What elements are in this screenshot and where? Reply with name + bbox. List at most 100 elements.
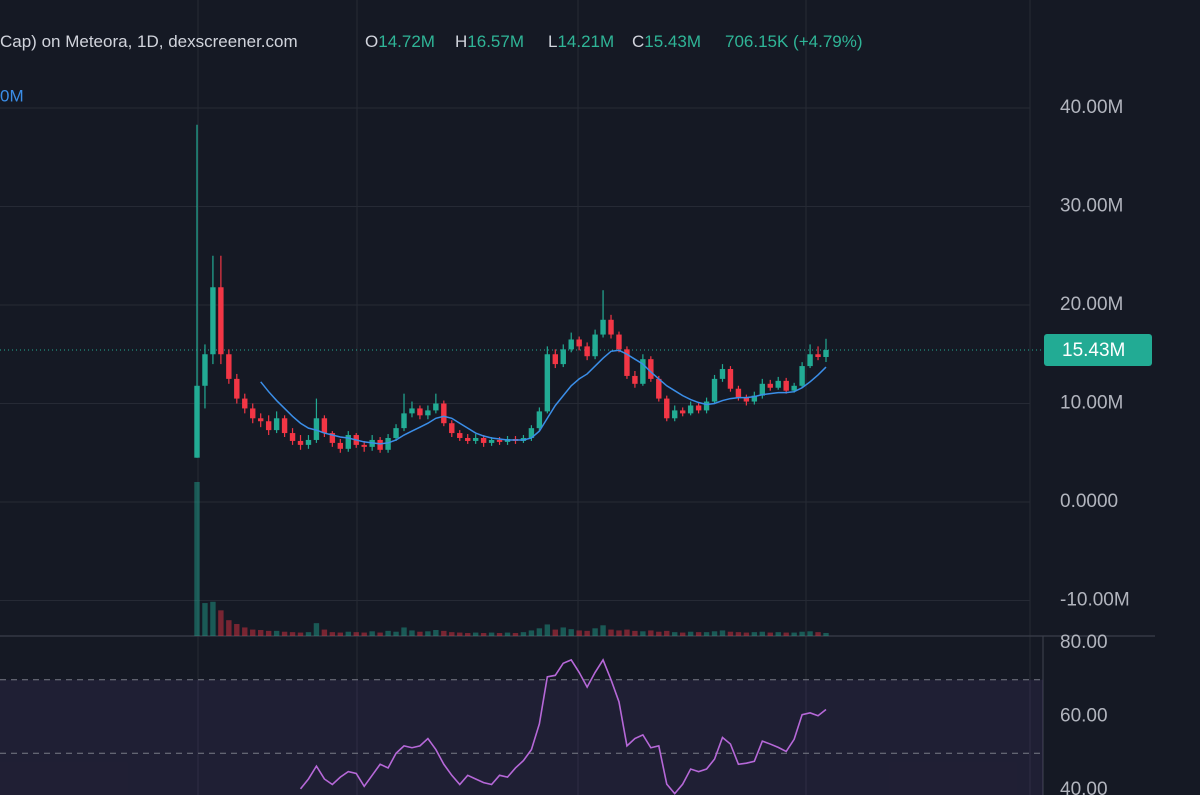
volume-bar [592,628,598,636]
volume-bar [194,482,200,636]
y-tick-label: 20.00M [1060,294,1123,315]
volume-bar [743,632,750,636]
y-tick-label: 40.00M [1060,97,1123,118]
volume-bar [727,631,734,636]
candle-body [528,428,535,438]
volume-bar [672,632,678,636]
candle-body [743,397,750,402]
volume-bar [759,631,766,636]
price-layer [0,124,1043,458]
candle-body [345,435,351,449]
legend-value: 14.21M [557,32,614,51]
legend-key: C [632,32,644,51]
volume-bar [815,632,821,636]
volume-bar [520,632,527,636]
candle-body [218,287,224,355]
candle-body [664,398,670,419]
legend-key: O [365,32,378,51]
volume-layer [194,482,829,636]
candle-body [472,437,479,441]
volume-bar [234,624,240,636]
volume-bar [544,624,551,636]
volume-bar [664,630,670,636]
rsi-layer [0,658,1043,795]
candle-body [791,385,797,391]
candle-body [592,334,598,357]
volume-bar [472,632,479,636]
volume-bar [552,629,558,636]
volume-bar [735,632,742,636]
volume-bar [584,630,590,636]
volume-bar [305,632,312,636]
candle-body [465,437,471,441]
volume-bar [321,629,328,636]
candle-body [632,375,638,384]
legend-value: 15.43M [644,32,701,51]
y-tick-label: -10.00M [1060,590,1130,611]
volume-bar [568,629,574,636]
candle-body [584,346,590,357]
volume-bar [679,632,686,636]
candle-body [823,350,829,358]
candle-body [608,319,614,335]
candle-body [226,354,232,379]
legend-value: 16.57M [467,32,524,51]
volume-bar [433,630,439,636]
volume-bar [409,630,415,636]
candle-body [576,339,582,347]
candle-body [329,433,336,443]
volume-bar [250,629,256,636]
candle-body [552,354,558,365]
candle-body [672,410,678,419]
candle-body [457,433,463,438]
volume-bar [465,633,471,636]
candle-body [560,349,566,365]
candle-body [297,440,304,445]
candle-body [727,369,734,389]
candle-body [425,410,431,416]
candle-body [536,411,543,429]
candle-body [393,428,399,438]
candle-body [441,403,447,424]
last-price-box [1044,334,1152,367]
candle-body [234,378,240,399]
axis-layer: 40.00M 30.00M 20.00M 10.00M 0.0000 -10.00M 80.… [1044,97,1152,795]
volume-bar [393,631,399,636]
volume-bar [488,632,495,636]
candle-body [624,349,630,376]
candle-body [377,439,383,450]
volume-bar [361,632,367,636]
candle-body [799,366,805,386]
candle-body [257,418,264,422]
volume-bar [751,632,758,636]
volume-bar [297,632,304,636]
legend-value: 14.72M [378,32,435,51]
candle-body [480,437,487,443]
candle-body [313,418,320,440]
candle-body [656,378,662,399]
candle-body [281,418,288,434]
volume-bar [536,628,543,636]
last-price-label: 15.43M [1062,340,1125,361]
volume-bar [377,632,383,636]
candle-body [273,418,280,431]
volume-bar [719,630,726,636]
y-tick-label: 10.00M [1060,393,1123,414]
volume-bar [242,627,248,636]
volume-bar [656,631,662,636]
candle-body [417,408,423,416]
volume-bar [457,632,463,636]
ma-label: 0M [0,86,24,105]
legend-source: Cap) on Meteora, 1D, dexscreener.com [0,32,298,51]
volume-bar [385,630,391,636]
candle-body [250,408,256,419]
candle-body [600,319,606,335]
candle-body [321,418,328,434]
volume-bar [257,630,264,636]
candle-body [289,433,296,441]
volume-bar [337,632,344,636]
volume-bar [425,631,431,636]
grid [0,0,1155,795]
candle-body [242,398,248,409]
candle-body [775,380,781,388]
